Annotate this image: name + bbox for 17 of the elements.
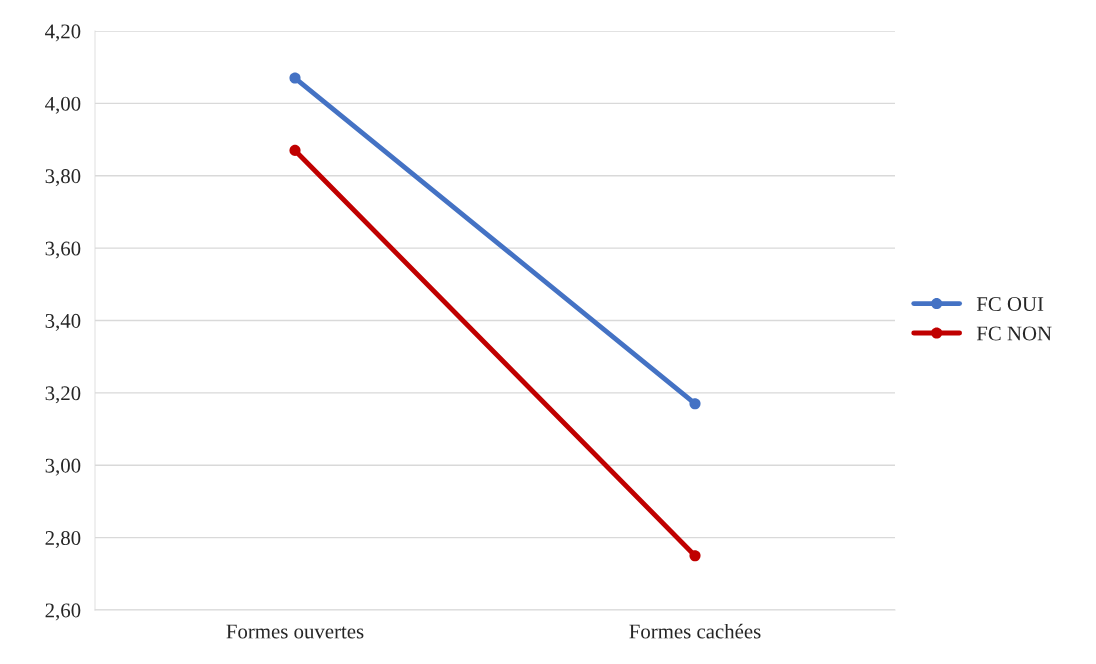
point bbox=[289, 144, 301, 156]
y-tick-label: 3,60 bbox=[45, 241, 81, 259]
y-tick-label: 2,60 bbox=[45, 603, 81, 621]
y-tick-label: 4,00 bbox=[45, 96, 81, 114]
y-tick-label: 3,40 bbox=[45, 313, 81, 331]
x-tick-label: Formes cachées bbox=[629, 623, 761, 639]
y-tick-label: 4,20 bbox=[45, 24, 81, 42]
legend-label: FC NON bbox=[976, 326, 1052, 341]
point bbox=[689, 550, 701, 562]
legend-label: FC OUI bbox=[976, 297, 1044, 312]
x-tick-label: Formes ouvertes bbox=[226, 624, 364, 639]
y-tick-label: 2,80 bbox=[45, 531, 81, 549]
y-tick-label: 3,20 bbox=[45, 386, 81, 404]
y-tick-label: 3,80 bbox=[45, 169, 81, 187]
point bbox=[689, 398, 701, 410]
y-tick-label: 3,00 bbox=[45, 458, 81, 476]
point bbox=[289, 72, 301, 84]
